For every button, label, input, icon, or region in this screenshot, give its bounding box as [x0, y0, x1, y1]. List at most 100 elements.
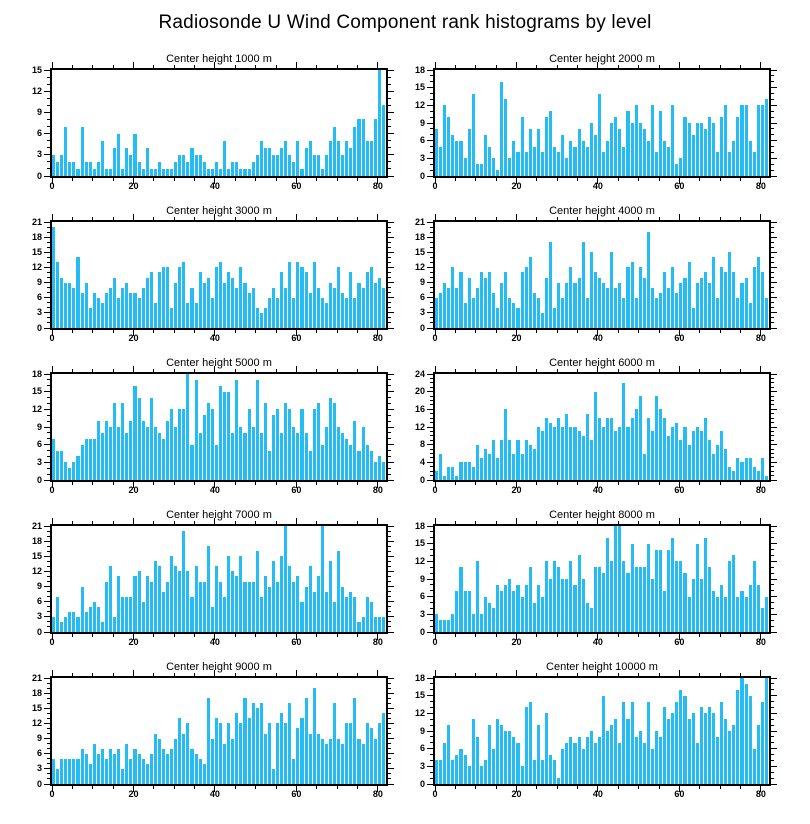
axis-tick-mark — [388, 420, 391, 422]
histogram-bar — [206, 168, 210, 176]
axis-tick-mark — [47, 414, 50, 416]
axis-tick-mark — [47, 140, 50, 142]
axis-tick-mark — [388, 408, 394, 410]
histogram-bar — [683, 695, 687, 784]
histogram-bar — [300, 718, 304, 784]
histogram-bar — [341, 432, 345, 480]
axis-tick-mark — [430, 241, 433, 243]
histogram-bar — [740, 462, 744, 480]
y-tick-label: 0 — [419, 322, 425, 333]
histogram-bar — [663, 272, 667, 328]
y-tick-label: 24 — [414, 368, 425, 379]
axis-tick-mark — [47, 581, 50, 583]
axis-tick-mark — [771, 140, 777, 142]
histogram-bar — [492, 608, 496, 632]
histogram-bar — [247, 581, 251, 632]
histogram-bar — [752, 561, 756, 632]
axis-tick-mark — [51, 330, 53, 336]
axis-tick-mark — [475, 65, 477, 68]
axis-tick-mark — [515, 518, 517, 524]
axis-tick-mark — [617, 65, 619, 68]
y-tick-label: 6 — [36, 748, 42, 759]
histogram-bar — [459, 567, 463, 632]
histogram-bar — [760, 608, 764, 632]
histogram-bar — [642, 128, 646, 176]
axis-tick-mark — [388, 677, 394, 679]
axis-tick-mark — [771, 236, 777, 238]
axis-tick-mark — [658, 482, 660, 485]
axis-tick-mark — [536, 482, 538, 485]
histogram-bar — [333, 601, 337, 632]
histogram-bar — [683, 117, 687, 176]
histogram-bar — [760, 272, 764, 328]
histogram-bar — [536, 584, 540, 632]
histogram-bar — [524, 267, 528, 328]
histogram-bar — [728, 152, 732, 176]
axis-tick-mark — [336, 330, 338, 333]
x-tick-label: 0 — [49, 789, 55, 799]
y-tick-label: 12 — [414, 99, 425, 110]
subplot-center-height-5000-m: Center height 5000 m 0 3 6 9 12 15 18 0 20 40 60 80 — [32, 357, 394, 495]
histogram-bar — [219, 723, 223, 784]
axis-tick-mark — [771, 736, 774, 738]
histogram-bar — [756, 725, 760, 784]
axis-tick-mark — [388, 287, 391, 289]
histogram-bar — [630, 123, 634, 176]
axis-tick-mark — [430, 395, 433, 397]
histogram-bar — [606, 731, 610, 784]
histogram-bar — [630, 543, 634, 632]
histogram-bar — [214, 718, 218, 784]
axis-tick-mark — [536, 521, 538, 524]
histogram-bar — [483, 134, 487, 176]
axis-tick-mark — [430, 317, 433, 319]
y-tick-label: 18 — [414, 520, 425, 531]
x-tick-label: 80 — [755, 789, 766, 799]
histogram-bar — [284, 287, 288, 328]
axis-tick-mark — [255, 178, 257, 181]
histogram-bar — [577, 555, 581, 632]
axis-tick-mark — [153, 217, 155, 220]
y-tick-label: 15 — [414, 82, 425, 93]
axis-tick-mark — [771, 261, 774, 263]
histogram-bar — [353, 297, 357, 328]
histogram-bar — [76, 758, 80, 784]
x-tick-label: 0 — [432, 485, 438, 495]
axis-tick-mark — [44, 90, 50, 92]
y-tick-label: 6 — [36, 596, 42, 607]
histogram-bar — [312, 409, 316, 480]
histogram-bar — [455, 754, 459, 784]
axis-tick-mark — [495, 217, 497, 220]
histogram-bar — [487, 725, 491, 784]
histogram-bar — [337, 140, 341, 176]
histogram-bar — [447, 725, 451, 784]
histogram-bar — [496, 170, 500, 176]
histogram-bar — [618, 128, 622, 176]
histogram-bar — [227, 556, 231, 632]
histogram-bar — [324, 743, 328, 784]
axis-tick-mark — [760, 62, 762, 68]
axis-tick-mark — [771, 175, 777, 177]
axis-tick-mark — [771, 373, 777, 375]
histogram-bar — [308, 566, 312, 632]
histogram-bar — [618, 526, 622, 632]
axis-tick-mark — [153, 786, 155, 789]
histogram-bar — [500, 81, 504, 176]
histogram-bar — [231, 738, 235, 784]
histogram-bar — [500, 725, 504, 784]
y-tick-label: 18 — [31, 687, 42, 698]
histogram-bar — [243, 698, 247, 784]
axis-tick-mark — [719, 217, 721, 220]
axis-tick-mark — [234, 217, 236, 220]
histogram-bar — [349, 723, 353, 784]
axis-tick-mark — [47, 565, 50, 567]
axis-tick-mark — [234, 521, 236, 524]
axis-tick-mark — [295, 330, 297, 336]
histogram-bar — [288, 703, 292, 784]
axis-tick-mark — [153, 178, 155, 181]
histogram-bar — [121, 168, 125, 176]
histogram-bar — [663, 418, 667, 480]
axis-tick-mark — [638, 482, 640, 485]
axis-tick-mark — [430, 475, 433, 477]
axis-tick-mark — [295, 178, 297, 184]
histogram-bar — [532, 760, 536, 784]
